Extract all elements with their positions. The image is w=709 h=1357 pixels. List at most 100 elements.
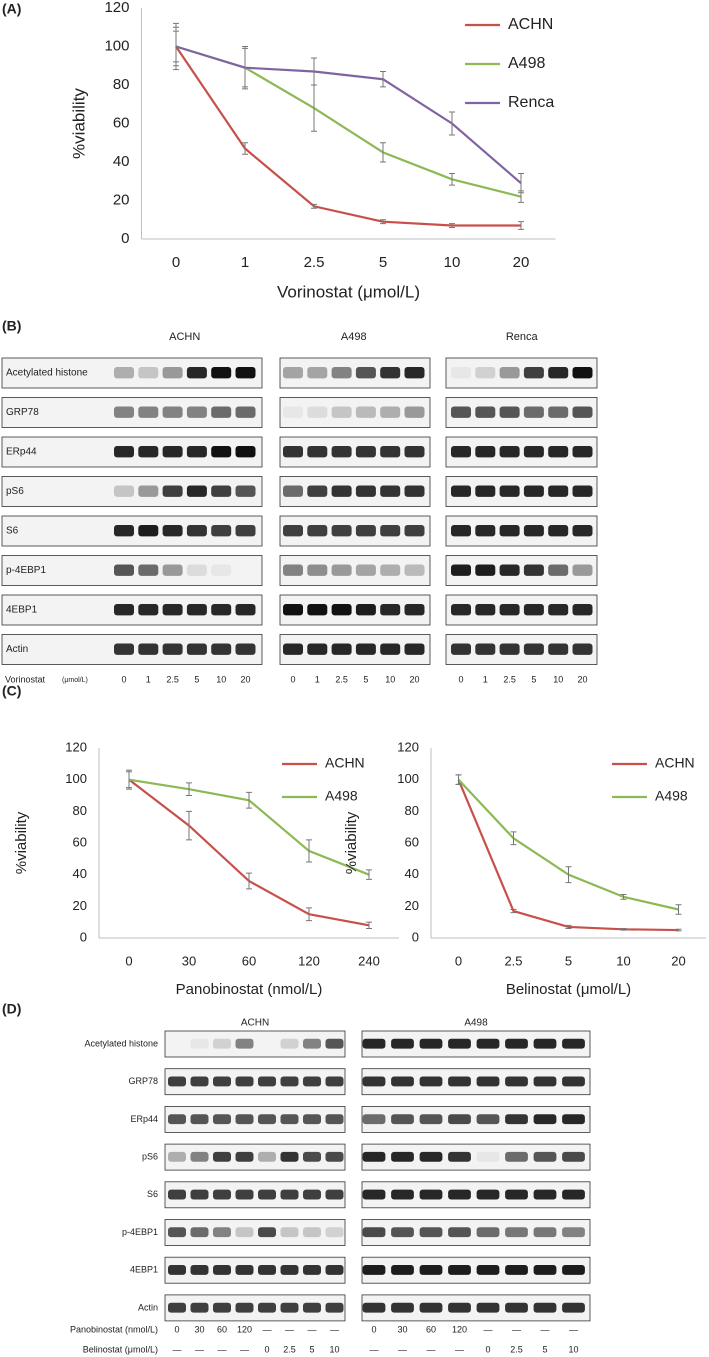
lane-label: 2.5: [335, 674, 348, 684]
band: [235, 1302, 254, 1313]
x-tick-label: 0: [455, 953, 462, 968]
band: [562, 1076, 585, 1087]
band: [404, 564, 425, 576]
band: [280, 1189, 299, 1200]
x-tick-label: 5: [379, 254, 387, 271]
x-tick-label: 0: [125, 953, 132, 968]
lane-label: 5: [531, 674, 536, 684]
band: [325, 1302, 344, 1313]
band: [186, 406, 207, 418]
x-tick-label: 10: [616, 953, 630, 968]
band: [280, 1265, 299, 1275]
band: [355, 446, 376, 458]
band: [307, 406, 328, 418]
legend-label: ACHN: [508, 16, 553, 33]
band: [451, 446, 471, 458]
band: [307, 446, 328, 458]
band: [258, 1227, 276, 1238]
error-bar: [246, 872, 252, 890]
y-tick-label: 120: [65, 739, 87, 754]
band: [138, 564, 159, 576]
panel-label: (D): [2, 1001, 21, 1017]
panel-label: (A): [2, 1, 21, 17]
band: [404, 406, 425, 418]
band: [448, 1265, 471, 1275]
band: [548, 485, 569, 497]
band: [235, 1076, 254, 1087]
band: [235, 1265, 254, 1275]
error-bar: [380, 142, 386, 163]
band: [548, 367, 569, 379]
lane-label: —: [484, 1324, 493, 1334]
band: [380, 643, 401, 655]
band: [548, 525, 569, 537]
band: [190, 1114, 209, 1125]
blot-frame: [445, 397, 598, 428]
band: [533, 1302, 557, 1313]
band: [476, 1265, 500, 1275]
band: [448, 1227, 471, 1238]
band: [280, 1227, 299, 1238]
y-tick-label: 80: [405, 803, 419, 818]
row-label: pS6: [6, 486, 24, 497]
band: [211, 446, 232, 458]
row-label: S6: [147, 1189, 158, 1199]
error-bar: [675, 928, 682, 932]
band: [362, 1076, 386, 1087]
band: [380, 485, 401, 497]
series-line: [175, 45, 522, 185]
lane-label: 0: [264, 1344, 269, 1354]
band: [362, 1302, 386, 1313]
band: [523, 367, 544, 379]
lane-label: 20: [409, 674, 419, 684]
band: [283, 367, 303, 379]
band: [186, 525, 207, 537]
blot-frame: [445, 476, 598, 507]
band: [448, 1151, 471, 1162]
band: [114, 367, 134, 379]
band: [114, 564, 134, 576]
band: [114, 604, 134, 616]
blot-frame: [279, 555, 431, 586]
lane-label: 5: [363, 674, 368, 684]
band: [451, 485, 471, 497]
band: [362, 1227, 386, 1238]
row-label: Acetylated histone: [84, 1038, 158, 1048]
band: [258, 1151, 276, 1162]
band: [499, 367, 520, 379]
band: [280, 1076, 299, 1087]
band: [162, 406, 183, 418]
band: [419, 1076, 443, 1087]
blot-frame: [279, 594, 431, 626]
band: [280, 1038, 299, 1049]
band: [562, 1265, 585, 1275]
series-line: [457, 779, 679, 932]
lane-label: —: [370, 1344, 379, 1354]
error-bar: [306, 907, 312, 922]
treatment-unit: (μmol/L): [62, 677, 88, 684]
band: [186, 367, 207, 379]
band: [499, 406, 520, 418]
lane-label: —: [218, 1344, 227, 1354]
band: [355, 564, 376, 576]
lane-label: —: [308, 1324, 317, 1334]
band: [419, 1265, 443, 1275]
band: [307, 485, 328, 497]
band: [186, 446, 207, 458]
band: [283, 485, 303, 497]
y-tick-label: 20: [73, 898, 87, 913]
band: [523, 564, 544, 576]
band: [213, 1227, 231, 1238]
error-bar: [126, 769, 132, 790]
band: [303, 1227, 321, 1238]
error-bar: [242, 142, 248, 155]
band: [499, 485, 520, 497]
band: [303, 1302, 321, 1313]
row-label: ERp44: [6, 447, 37, 458]
error-bar: [311, 57, 317, 86]
band: [505, 1302, 528, 1313]
lane-label: 10: [553, 674, 563, 684]
band: [380, 446, 401, 458]
